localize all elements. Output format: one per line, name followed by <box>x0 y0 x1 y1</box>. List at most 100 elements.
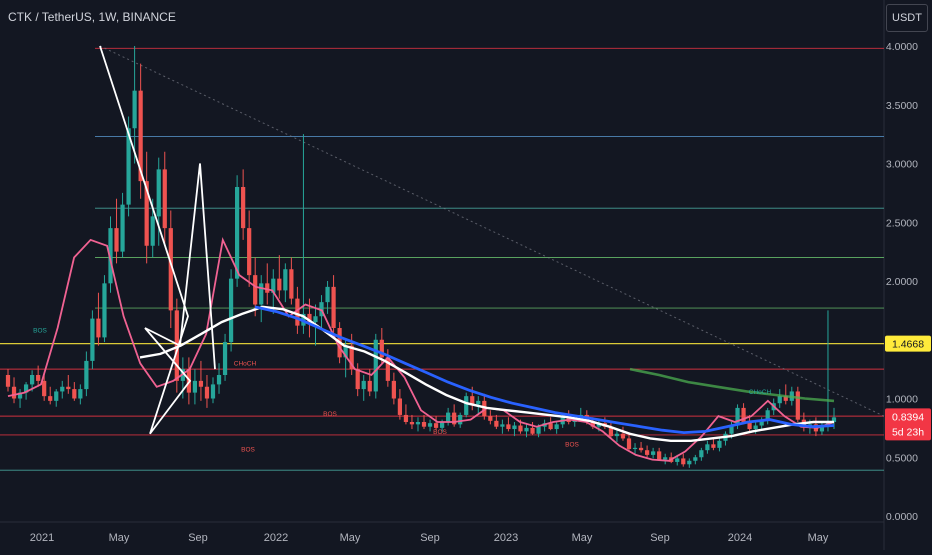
candle-body <box>687 460 692 465</box>
candle-body <box>795 391 800 420</box>
candle-body <box>626 438 632 450</box>
candle-body <box>632 447 638 450</box>
zigzag-line <box>99 45 216 435</box>
candle-body <box>289 269 294 299</box>
candle-body <box>651 451 656 455</box>
candle-body <box>458 414 463 425</box>
candle-body <box>23 384 29 393</box>
y-tick-label: 4.0000 <box>886 41 918 53</box>
moving-average-line <box>139 305 834 442</box>
candle-body <box>307 313 312 323</box>
candle-body <box>753 425 758 430</box>
x-tick-label: 2022 <box>264 532 288 544</box>
candle-body <box>379 339 384 358</box>
candle-body <box>11 386 17 399</box>
candle-body <box>48 396 53 401</box>
x-tick-label: May <box>109 532 130 544</box>
candle-body <box>759 420 764 426</box>
candle-body <box>427 423 433 427</box>
candle-body <box>319 302 324 317</box>
candle-body <box>415 422 421 425</box>
candle-body <box>17 392 23 399</box>
candle-body <box>711 444 716 448</box>
candle-body <box>530 427 535 434</box>
last-price-badge <box>885 408 931 441</box>
candle-body <box>114 228 119 252</box>
candle-body <box>349 345 354 370</box>
candle-body <box>132 90 137 129</box>
candle-body <box>174 310 179 381</box>
candle-body <box>693 457 698 461</box>
trendline <box>99 45 885 417</box>
candle-body <box>192 380 198 393</box>
candle-body <box>198 380 204 387</box>
candle-body <box>277 278 282 291</box>
candle-body <box>373 339 378 392</box>
candle-body <box>675 458 680 462</box>
candle-body <box>717 440 722 448</box>
x-tick-label: May <box>572 532 593 544</box>
candle-body <box>729 425 734 434</box>
candle-body <box>488 416 493 421</box>
candle-body <box>403 414 409 422</box>
candle-body <box>54 391 59 401</box>
candle-body <box>253 275 258 305</box>
candle-body <box>476 400 481 405</box>
x-tick-label: 2021 <box>30 532 54 544</box>
candle-body <box>819 426 825 432</box>
candle-body <box>90 318 95 361</box>
candle-body <box>783 396 788 401</box>
structure-label: BOS <box>433 429 447 436</box>
candle-body <box>5 375 11 387</box>
level-badge-value: 1.4668 <box>892 339 924 351</box>
currency-selector[interactable]: USDT <box>886 4 928 32</box>
candle-body <box>108 228 113 284</box>
candle-body <box>536 426 541 434</box>
candle-body <box>590 422 595 427</box>
candle-body <box>409 422 415 425</box>
x-tick-label: Sep <box>650 532 670 544</box>
candle-body <box>512 425 517 430</box>
candle-body <box>72 389 77 399</box>
candle-body <box>66 386 71 390</box>
candle-body <box>228 278 234 343</box>
candle-body <box>222 342 228 375</box>
candle-body <box>162 169 167 229</box>
candle-body <box>84 360 89 390</box>
y-tick-label: 0.5000 <box>886 452 918 464</box>
candle-body <box>313 316 318 323</box>
y-tick-label: 2.5000 <box>886 217 918 229</box>
candle-body <box>421 422 427 427</box>
candle-body <box>391 380 396 399</box>
x-tick-label: May <box>808 532 829 544</box>
candle-body <box>216 375 222 385</box>
candle-body <box>234 187 240 279</box>
structure-label: BOS <box>323 411 337 418</box>
candle-body <box>210 384 216 399</box>
candle-body <box>265 283 270 293</box>
candle-body <box>355 369 360 390</box>
moving-average-line <box>254 305 835 435</box>
y-tick-label: 3.0000 <box>886 159 918 171</box>
candle-body <box>397 398 403 415</box>
y-tick-label: 0.0000 <box>886 511 918 523</box>
candle-body <box>325 286 330 303</box>
structure-label: BOS <box>241 446 255 453</box>
candle-body <box>638 447 644 451</box>
candle-body <box>247 228 252 276</box>
candle-body <box>60 386 65 392</box>
candle-body <box>102 283 107 338</box>
candle-body <box>735 407 740 426</box>
candle-body <box>765 410 770 421</box>
candle-body <box>439 422 445 428</box>
structure-label: CHoCH <box>234 361 257 368</box>
candle-body <box>620 433 626 439</box>
countdown-value: 5d 23h <box>892 426 924 438</box>
candle-body <box>596 423 601 427</box>
candle-body <box>777 396 782 404</box>
candle-body <box>699 450 704 458</box>
candle-body <box>831 417 837 422</box>
x-tick-label: Sep <box>420 532 440 544</box>
